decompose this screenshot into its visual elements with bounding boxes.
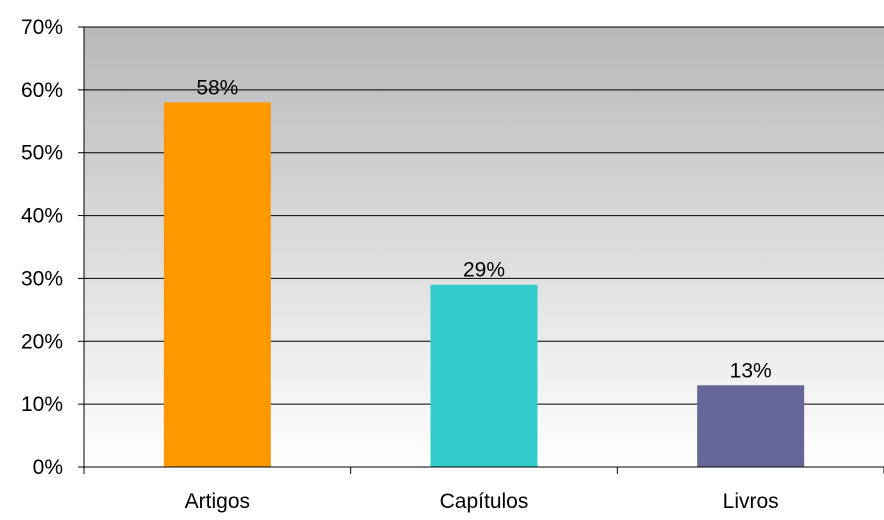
x-tick-label: Capítulos [440, 490, 529, 513]
y-tick-label: 60% [21, 79, 63, 102]
bar [697, 385, 805, 467]
data-label: 13% [730, 359, 772, 382]
x-tick-label: Livros [723, 490, 779, 513]
y-tick-label: 10% [21, 393, 63, 416]
y-tick-label: 50% [21, 142, 63, 165]
y-tick-label: 70% [21, 16, 63, 39]
bar [430, 284, 538, 467]
data-label: 58% [196, 76, 238, 99]
y-tick-label: 20% [21, 330, 63, 353]
bar [163, 102, 271, 467]
y-tick-label: 40% [21, 205, 63, 228]
labels: 0% 10% 20% 30% 40% 50% 60% 70% 58% Artigos 29% Capí… [21, 16, 779, 513]
axes [78, 26, 884, 474]
data-label: 29% [463, 259, 505, 282]
y-tick-label: 0% [33, 456, 63, 479]
x-tick-label: Artigos [185, 490, 250, 513]
bars [163, 102, 805, 467]
y-tick-label: 30% [21, 267, 63, 290]
